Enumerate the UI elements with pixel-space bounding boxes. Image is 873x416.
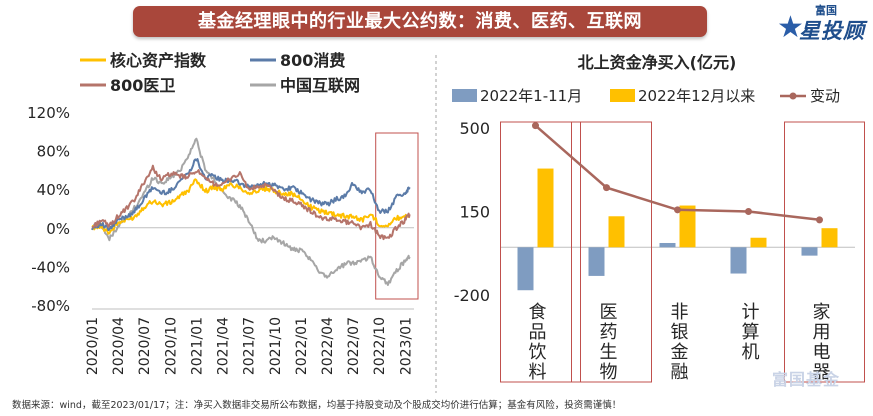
x-tick-label: 2021/04 bbox=[216, 317, 232, 375]
footnote: 数据来源：wind，截至2023/01/17；注：净买入数据非交易所公布数据，均… bbox=[12, 400, 622, 411]
x-tick-label: 2022/01 bbox=[294, 317, 310, 375]
legend-label: 800医卫 bbox=[110, 76, 175, 95]
bar bbox=[821, 228, 838, 248]
category-label-char: 生 bbox=[600, 342, 618, 363]
legend-label: 2022年1-11月 bbox=[480, 87, 582, 105]
title-banner: 基金经理眼中的行业最大公约数：消费、医药、互联网 bbox=[133, 6, 707, 37]
y-tick-label: -40% bbox=[31, 258, 70, 276]
bar bbox=[679, 205, 696, 248]
x-tick-label: 2020/04 bbox=[111, 317, 127, 375]
x-tick-label: 2020/10 bbox=[163, 317, 179, 375]
bar bbox=[537, 168, 554, 248]
bar bbox=[801, 247, 818, 256]
right-chart-legend: 2022年1-11月 2022年12月以来 变动 bbox=[452, 87, 840, 105]
right-chart-bars bbox=[517, 168, 838, 291]
x-tick-label: 2020/01 bbox=[85, 317, 101, 375]
change-line-point bbox=[674, 206, 681, 214]
category-label-char: 算 bbox=[742, 322, 760, 343]
brand-small-text: 富国 bbox=[815, 4, 837, 17]
category-label-char: 料 bbox=[529, 362, 547, 383]
category-label-char: 机 bbox=[742, 342, 760, 363]
brand-star-icon: ★ bbox=[777, 10, 804, 45]
brand-logo: ★ 富国 星投顾 bbox=[775, 2, 871, 46]
highlight-box-category bbox=[500, 121, 581, 383]
x-tick-label: 2020/07 bbox=[137, 317, 153, 375]
legend-swatch bbox=[610, 89, 635, 102]
highlight-box-recent bbox=[375, 132, 419, 300]
right-chart-title-group: 北上资金净买入(亿元) bbox=[578, 53, 737, 72]
legend-label: 变动 bbox=[810, 87, 840, 105]
line-series-1 bbox=[91, 158, 411, 232]
category-label-char: 物 bbox=[600, 362, 618, 383]
x-tick-label: 2023/01 bbox=[398, 317, 414, 375]
category-label-char: 器 bbox=[813, 362, 831, 383]
legend-swatch bbox=[452, 89, 477, 102]
legend-label: 2022年12月以来 bbox=[638, 87, 755, 105]
change-line-point bbox=[745, 208, 752, 215]
bar bbox=[517, 247, 534, 291]
line-series-0 bbox=[91, 178, 411, 235]
y-tick-label: 500 bbox=[459, 119, 490, 138]
line-series-3 bbox=[92, 137, 411, 286]
change-line-path bbox=[534, 124, 820, 222]
legend-marker bbox=[789, 92, 797, 100]
x-tick-label: 2022/10 bbox=[372, 317, 388, 375]
category-label-char: 家 bbox=[813, 302, 831, 323]
highlight-box-category bbox=[784, 121, 865, 383]
left-chart-lines bbox=[91, 137, 411, 286]
legend-label: 核心资产指数 bbox=[110, 51, 207, 70]
page-title: 基金经理眼中的行业最大公约数：消费、医药、互联网 bbox=[198, 11, 642, 32]
legend-label: 800消费 bbox=[280, 51, 345, 70]
legend-label: 中国互联网 bbox=[280, 76, 360, 95]
line-series-2 bbox=[91, 164, 411, 241]
category-label-char: 电 bbox=[813, 342, 831, 363]
category-label-char: 非 bbox=[671, 302, 689, 323]
category-label-char: 融 bbox=[671, 362, 689, 383]
y-tick-label: 0% bbox=[46, 220, 70, 238]
category-label-char: 食 bbox=[529, 302, 547, 323]
x-tick-label: 2022/07 bbox=[346, 317, 362, 375]
left-chart-axes: -80% -40% 0% 40% 80% 120% 2020/01 2020/04 2020/0… bbox=[27, 104, 419, 375]
change-line-point bbox=[603, 184, 610, 192]
category-label-char: 金 bbox=[671, 342, 689, 363]
category-label-char: 饮 bbox=[529, 342, 547, 363]
x-tick-label: 2021/01 bbox=[189, 317, 205, 375]
category-label-char: 用 bbox=[813, 322, 831, 343]
highlight-box-category bbox=[571, 121, 652, 383]
bar bbox=[608, 216, 625, 248]
category-label-char: 医 bbox=[600, 302, 618, 323]
x-tick-label: 2021/10 bbox=[268, 317, 284, 375]
x-tick-label: 2022/04 bbox=[320, 317, 336, 375]
category-label-char: 药 bbox=[600, 322, 618, 343]
y-tick-label: 40% bbox=[37, 181, 70, 199]
y-tick-label: 80% bbox=[37, 143, 70, 161]
bar bbox=[659, 242, 676, 248]
bar bbox=[750, 237, 767, 248]
change-line-point bbox=[816, 216, 823, 224]
bar bbox=[588, 247, 605, 276]
category-label-char: 计 bbox=[742, 302, 760, 323]
watermark: 富国基金 bbox=[772, 370, 841, 389]
y-tick-label: 150 bbox=[459, 203, 490, 222]
x-tick-label: 2021/07 bbox=[242, 317, 258, 375]
right-chart-change-line bbox=[532, 122, 823, 224]
y-tick-label: 120% bbox=[27, 104, 70, 122]
left-chart-legend: 核心资产指数 800消费 800医卫 中国互联网 bbox=[80, 51, 360, 95]
right-chart-title: 北上资金净买入(亿元) bbox=[578, 53, 737, 72]
category-label-char: 银 bbox=[671, 322, 689, 343]
category-label-char: 品 bbox=[529, 322, 547, 343]
bar bbox=[730, 247, 747, 274]
brand-big-text: 星投顾 bbox=[799, 19, 865, 43]
y-tick-label: -80% bbox=[31, 297, 70, 315]
y-tick-label: -200 bbox=[454, 286, 490, 305]
change-line-point bbox=[532, 122, 539, 130]
